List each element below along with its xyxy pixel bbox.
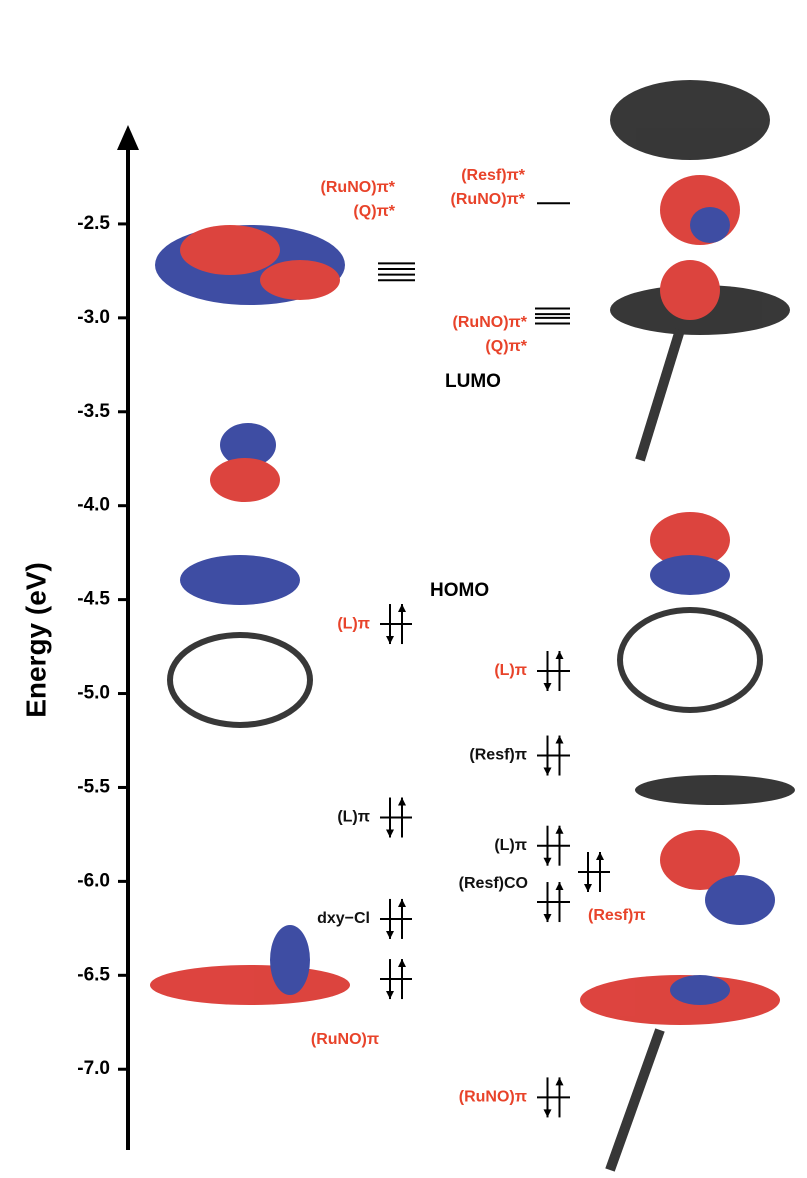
spin-arrowhead bbox=[584, 883, 592, 892]
spin-arrowhead bbox=[543, 1109, 552, 1118]
annotation: LUMO bbox=[445, 371, 501, 392]
axis-arrow bbox=[117, 125, 139, 150]
level-label: (Resf)CO bbox=[459, 875, 528, 892]
y-tick-label: -3.5 bbox=[77, 401, 110, 422]
spin-arrowhead bbox=[543, 767, 552, 776]
level-label: (L)π bbox=[337, 615, 370, 632]
level-label: (Resf)π bbox=[588, 907, 646, 924]
y-tick-label: -5.0 bbox=[77, 683, 110, 704]
y-axis-label: Energy (eV) bbox=[20, 562, 51, 718]
spin-arrowhead bbox=[596, 851, 604, 860]
spin-arrowhead bbox=[543, 682, 552, 691]
level-label: (L)π bbox=[494, 662, 527, 679]
spin-arrowhead bbox=[386, 829, 394, 838]
spin-arrowhead bbox=[555, 825, 564, 834]
y-tick-label: -2.5 bbox=[77, 213, 110, 234]
level-label: (L)π bbox=[337, 809, 370, 826]
spin-arrowhead bbox=[543, 914, 552, 923]
y-tick-label: -3.0 bbox=[77, 307, 110, 328]
orbital-art bbox=[150, 80, 795, 1172]
y-tick-label: -4.5 bbox=[77, 589, 110, 610]
level-label: (RuNO)π bbox=[311, 1031, 379, 1048]
y-tick-label: -4.0 bbox=[77, 495, 110, 516]
level-label: (Q)π* bbox=[353, 203, 395, 220]
y-tick-label: -6.5 bbox=[77, 964, 110, 985]
level-label: (Q)π* bbox=[485, 338, 527, 355]
y-tick-label: -7.0 bbox=[77, 1058, 110, 1079]
spin-arrowhead bbox=[386, 930, 394, 939]
spin-arrowhead bbox=[398, 898, 406, 907]
y-tick-label: -5.5 bbox=[77, 776, 110, 797]
level-label: (Resf)π bbox=[469, 747, 527, 764]
spin-arrowhead bbox=[386, 636, 394, 645]
level-label: dxy−Cl bbox=[317, 910, 370, 927]
spin-arrowhead bbox=[398, 797, 406, 806]
level-label: (RuNO)π* bbox=[321, 179, 396, 196]
level-label: (L)π bbox=[494, 837, 527, 854]
spin-arrowhead bbox=[555, 735, 564, 744]
spin-arrowhead bbox=[543, 857, 552, 866]
level-label: (RuNO)π* bbox=[451, 191, 526, 208]
level-label: (RuNO)π bbox=[459, 1089, 527, 1106]
spin-arrowhead bbox=[555, 882, 564, 891]
spin-arrowhead bbox=[386, 991, 394, 1000]
level-label: (RuNO)π* bbox=[453, 314, 528, 331]
level-label: (Resf)π* bbox=[461, 167, 526, 184]
spin-arrowhead bbox=[555, 650, 564, 659]
annotation: HOMO bbox=[430, 580, 489, 601]
y-tick-label: -6.0 bbox=[77, 870, 110, 891]
spin-arrowhead bbox=[398, 604, 406, 613]
spin-arrowhead bbox=[398, 959, 406, 968]
spin-arrowhead bbox=[555, 1077, 564, 1086]
